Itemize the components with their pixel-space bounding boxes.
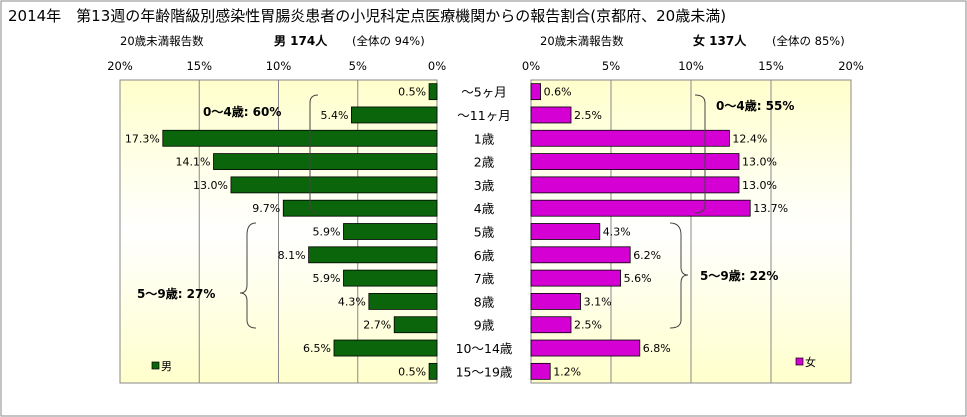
male-group2-label: 5～9歳: 27%	[137, 286, 215, 301]
female-x-tick-label: 5%	[602, 59, 620, 73]
age-category-label: 10～14歳	[456, 341, 513, 356]
male-data-label: 2.7%	[363, 319, 391, 332]
age-category-label: 15～19歳	[456, 364, 513, 379]
female-subtitle-count-label: 20歳未満報告数	[540, 34, 624, 48]
male-x-tick-label: 20%	[107, 59, 133, 73]
age-category-label: 5歳	[474, 225, 495, 240]
age-category-label: 1歳	[474, 131, 495, 146]
male-x-tick-label: 5%	[349, 59, 367, 73]
male-bar	[333, 339, 438, 357]
male-data-label: 9.7%	[252, 202, 280, 215]
female-group2-bracket	[669, 222, 689, 329]
male-x-tick-label: 0%	[428, 59, 446, 73]
female-data-label: 0.6%	[544, 86, 572, 99]
age-category-label: 2歳	[474, 155, 495, 170]
male-data-label: 17.3%	[125, 132, 160, 145]
male-group2-bracket	[239, 222, 257, 329]
male-bar	[428, 83, 438, 101]
female-data-label: 1.2%	[553, 365, 581, 378]
male-bar	[230, 176, 438, 194]
male-x-tick-label: 15%	[186, 59, 212, 73]
male-subtitle-count-label: 20歳未満報告数	[120, 34, 204, 48]
male-bar	[368, 293, 438, 310]
male-data-label: 14.1%	[176, 156, 211, 169]
female-data-label: 6.2%	[633, 249, 661, 262]
male-data-label: 5.9%	[313, 272, 341, 285]
female-bar	[530, 83, 542, 101]
female-subtitle-ratio: (全体の 85%)	[772, 34, 845, 48]
male-x-tick-label: 10%	[266, 59, 292, 73]
male-group1-bracket	[309, 94, 319, 214]
male-bar	[282, 199, 438, 217]
male-subtitle-total: 男 174人	[274, 33, 328, 48]
female-data-label: 2.5%	[574, 319, 602, 332]
age-category-label: 3歳	[474, 178, 495, 193]
female-bar	[530, 129, 730, 147]
female-x-tick-label: 15%	[758, 59, 784, 73]
female-bar	[530, 316, 572, 334]
female-x-tick-label: 10%	[678, 59, 704, 73]
age-category-label: 4歳	[474, 201, 495, 216]
male-data-label: 13.0%	[193, 179, 228, 192]
female-data-label: 4.3%	[603, 226, 631, 239]
female-legend-swatch	[795, 357, 804, 366]
female-bar	[530, 153, 740, 170]
female-data-label: 3.1%	[584, 295, 612, 308]
female-x-tick-label: 0%	[522, 59, 540, 73]
female-bar	[530, 269, 621, 287]
female-group1-bracket	[694, 94, 706, 214]
age-category-label: 9歳	[474, 318, 495, 333]
male-legend-swatch	[151, 361, 160, 370]
female-group1-label: 0～4歳: 55%	[716, 98, 794, 113]
female-bar	[530, 246, 631, 264]
male-bar	[351, 106, 438, 124]
male-bar	[428, 362, 438, 380]
male-data-label: 8.1%	[278, 249, 306, 262]
male-data-label: 4.3%	[338, 295, 366, 308]
female-bar	[530, 362, 551, 380]
female-bar	[530, 176, 740, 194]
female-group2-label: 5～9歳: 22%	[700, 268, 778, 283]
age-category-label: ～11ヶ月	[457, 108, 510, 123]
female-legend-label: 女	[805, 355, 816, 369]
age-category-label: ～5ヶ月	[461, 85, 506, 100]
age-category-label: 6歳	[474, 248, 495, 263]
male-data-label: 6.5%	[303, 342, 331, 355]
male-subtitle-ratio: (全体の 94%)	[352, 34, 425, 48]
bar-layer	[162, 83, 751, 380]
category-label-layer: ～5ヶ月 ～11ヶ月 1歳 2歳 3歳 4歳 5歳 6歳 7歳 8歳 9歳 10～14歳 15～19歳	[456, 85, 513, 380]
male-bar	[213, 153, 438, 170]
male-group1-label: 0～4歳: 60%	[203, 104, 281, 119]
male-data-label: 0.5%	[398, 86, 426, 99]
male-bar	[308, 246, 438, 264]
male-data-label: 0.5%	[398, 365, 426, 378]
female-data-label: 6.8%	[643, 342, 671, 355]
chart-title: 2014年 第13週の年齢階級別感染性胃腸炎患者の小児科定点医療機関からの報告割…	[8, 7, 726, 25]
female-bar	[530, 339, 641, 357]
male-bar	[393, 316, 438, 334]
age-category-label: 8歳	[474, 294, 495, 309]
female-x-tick-label: 20%	[838, 59, 864, 73]
female-bar	[530, 199, 751, 217]
female-data-label: 13.7%	[753, 202, 788, 215]
male-bar	[343, 269, 438, 287]
tick-label-layer: 20% 15% 10% 5% 0% 0% 5% 10% 15% 20%	[107, 59, 864, 73]
male-data-label: 5.9%	[313, 226, 341, 239]
female-bar	[530, 223, 601, 240]
female-data-label: 2.5%	[574, 109, 602, 122]
female-bar	[530, 293, 581, 310]
female-data-label: 5.6%	[624, 272, 652, 285]
female-data-label: 13.0%	[742, 179, 777, 192]
female-bar	[530, 106, 572, 124]
male-legend-label: 男	[161, 360, 172, 373]
female-data-label: 12.4%	[732, 132, 767, 145]
male-bar	[162, 129, 438, 147]
male-bar	[343, 223, 438, 240]
female-data-label: 13.0%	[742, 156, 777, 169]
male-data-label: 5.4%	[320, 109, 348, 122]
data-label-layer: 0.5% 0.6% 5.4% 2.5% 17.3% 12.4% 14.1% 13.0% 13.0…	[125, 86, 788, 379]
female-subtitle-total: 女 137人	[693, 33, 747, 48]
age-category-label: 7歳	[474, 271, 495, 286]
